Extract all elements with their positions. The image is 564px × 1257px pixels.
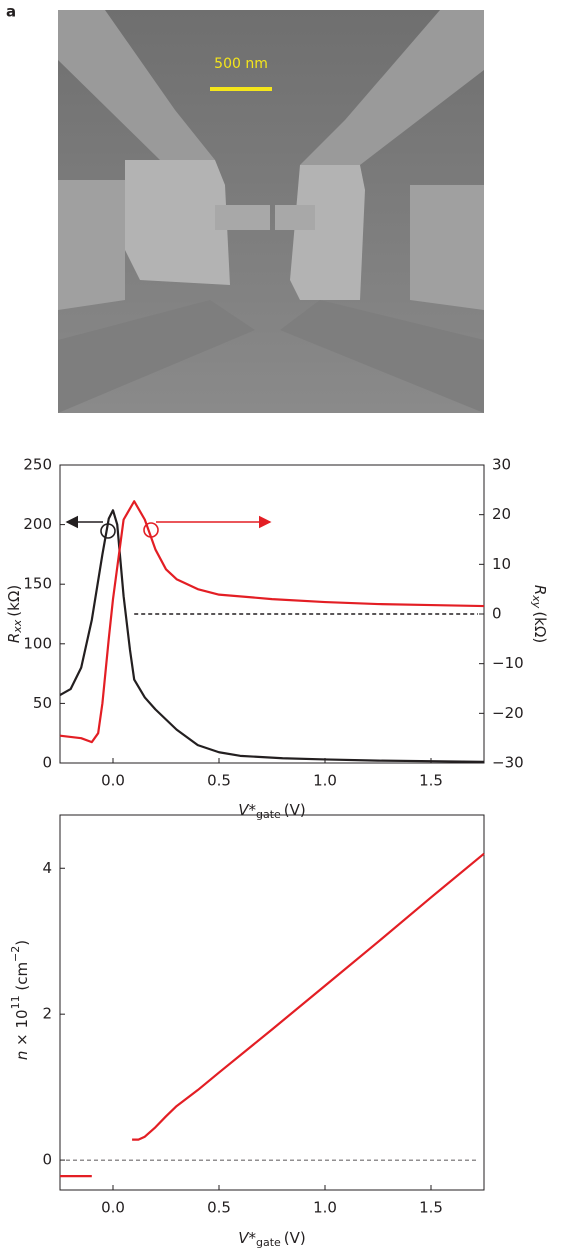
x-tick-label: 1.5 [419, 1199, 443, 1217]
x-tick-label: 1.0 [313, 1199, 337, 1217]
x-tick-label: 0.5 [207, 1199, 231, 1217]
x-tick-label: 0.0 [101, 1199, 125, 1217]
y2-tick-label: 10 [492, 555, 511, 573]
data-line [59, 509, 485, 763]
y2-tick-label: −10 [492, 654, 524, 672]
y-tick-label: 0 [42, 754, 52, 772]
plot-frame [59, 814, 485, 1191]
panel-label: a [6, 3, 16, 21]
panel-b-annotations [65, 515, 272, 539]
y-tick-label: 0 [42, 1151, 52, 1169]
x-tick-label: 0.0 [101, 772, 125, 790]
x-axis-label: V*gate (V) [238, 1229, 306, 1250]
sem-image: 500 nm [58, 10, 484, 413]
y-tick-label: 150 [23, 575, 52, 593]
scale-bar-label: 500 nm [214, 56, 268, 72]
y-tick-label: 2 [42, 1005, 52, 1023]
data-line [59, 500, 485, 744]
scale-bar [210, 87, 272, 91]
y-tick-label: 200 [23, 515, 52, 533]
y-tick-label: 250 [23, 456, 52, 474]
y-tick-label: 100 [23, 634, 52, 652]
x-axis-label: V*gate (V) [238, 801, 306, 822]
y2-tick-label: 30 [492, 456, 511, 474]
y-tick-label: 4 [42, 859, 52, 877]
y2-tick-label: 0 [492, 605, 502, 623]
y-tick-label: 50 [33, 694, 52, 712]
y-axis-label: Rxx(kΩ) [5, 585, 25, 643]
x-tick-label: 1.5 [419, 772, 443, 790]
y2-tick-label: −30 [492, 754, 524, 772]
plot-frame [59, 464, 485, 764]
data-line [60, 852, 485, 1178]
y2-tick-label: −20 [492, 704, 524, 722]
x-tick-label: 0.5 [207, 772, 231, 790]
x-tick-label: 1.0 [313, 772, 337, 790]
y2-tick-label: 20 [492, 505, 511, 523]
y2-axis-label: Rxy(kΩ) [530, 585, 550, 643]
y-axis-label: n × 1011 (cm−2) [9, 940, 31, 1060]
